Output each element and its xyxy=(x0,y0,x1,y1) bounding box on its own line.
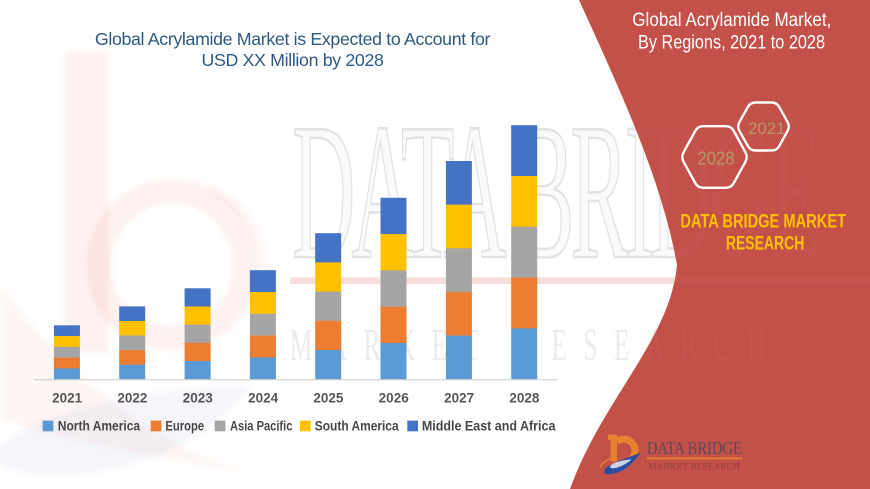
svg-text:DATA BRIDGE: DATA BRIDGE xyxy=(647,438,742,458)
svg-text:2027: 2027 xyxy=(444,390,474,405)
svg-text:2026: 2026 xyxy=(379,390,410,405)
svg-text:Global Acrylamide Market,: Global Acrylamide Market, xyxy=(632,10,831,31)
svg-text:RESEARCH: RESEARCH xyxy=(726,233,804,254)
svg-text:By Regions, 2021 to 2028: By Regions, 2021 to 2028 xyxy=(638,33,825,54)
svg-text:Asia Pacific: Asia Pacific xyxy=(230,419,293,434)
svg-text:2023: 2023 xyxy=(183,390,214,405)
svg-text:North America: North America xyxy=(58,419,141,434)
svg-text:Europe: Europe xyxy=(165,419,204,434)
svg-text:MARKET RESEARCH: MARKET RESEARCH xyxy=(648,462,741,472)
svg-text:2022: 2022 xyxy=(117,390,147,405)
svg-text:2028: 2028 xyxy=(697,147,734,168)
svg-text:Middle East and Africa: Middle East and Africa xyxy=(422,419,556,434)
svg-text:2021: 2021 xyxy=(52,390,83,405)
svg-text:2024: 2024 xyxy=(248,390,279,405)
svg-text:South America: South America xyxy=(315,419,399,434)
svg-text:2021: 2021 xyxy=(748,119,785,138)
svg-text:2028: 2028 xyxy=(509,390,540,405)
svg-text:2025: 2025 xyxy=(313,390,344,405)
svg-text:DATA BRIDGE MARKET: DATA BRIDGE MARKET xyxy=(680,212,846,233)
